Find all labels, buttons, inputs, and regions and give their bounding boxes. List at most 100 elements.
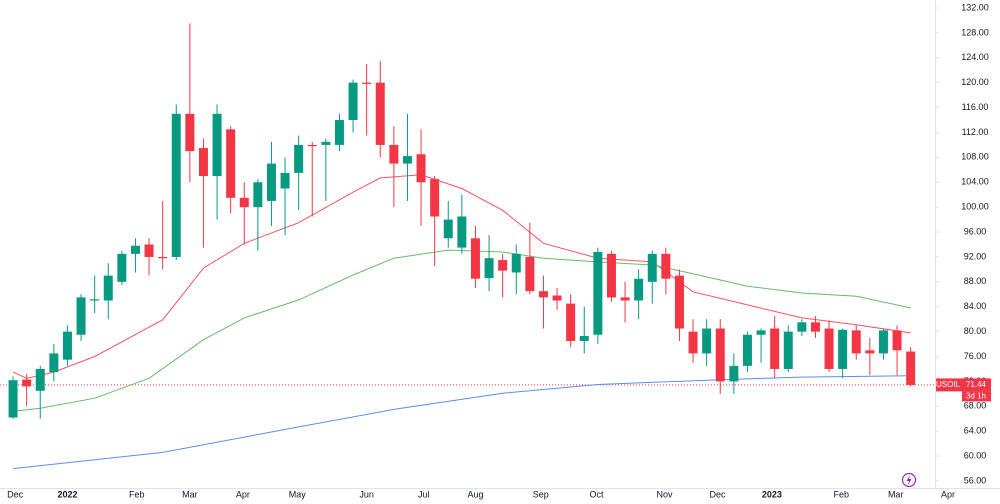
candle-body	[783, 331, 793, 369]
y-tick-label: 64.00	[964, 426, 987, 436]
x-tick-label: Dec	[7, 489, 24, 499]
x-tick-label: Nov	[656, 489, 673, 499]
candle-body	[443, 219, 453, 239]
y-tick-label: 112.00	[962, 127, 989, 137]
y-tick-label: 120.00	[961, 77, 989, 87]
candle-body	[742, 334, 752, 366]
candle-body	[634, 278, 644, 301]
candle-body	[525, 256, 535, 292]
symbol-label: USOIL	[936, 380, 961, 389]
candle-body	[892, 330, 902, 351]
x-tick-label: Dec	[710, 489, 727, 499]
y-tick-label: 132.00	[961, 2, 989, 12]
candle-body	[430, 179, 440, 217]
last-price-label: 71.44	[966, 380, 987, 389]
candle-body	[824, 328, 834, 369]
candle-body	[484, 258, 494, 279]
candle-body	[470, 238, 480, 279]
candle-body	[375, 82, 385, 145]
candle-body	[797, 322, 807, 332]
x-tick-label: Apr	[236, 489, 250, 499]
y-tick-label: 56.00	[964, 475, 987, 485]
y-tick-label: 68.00	[964, 401, 987, 411]
y-tick-label: 92.00	[964, 251, 987, 261]
x-tick-label: May	[289, 489, 307, 499]
candle-body	[498, 260, 508, 271]
candle-body	[253, 182, 263, 208]
candle-body	[416, 154, 426, 183]
candle-body	[702, 328, 712, 354]
candle-body	[851, 330, 861, 354]
candle-body	[810, 322, 820, 332]
y-tick-label: 124.00	[961, 52, 989, 62]
y-tick-label: 76.00	[964, 351, 987, 361]
candle-body	[878, 330, 888, 354]
candle-body	[457, 216, 467, 248]
y-tick-label: 60.00	[964, 450, 987, 460]
x-tick-label: 2023	[762, 489, 782, 499]
candle-body	[49, 353, 59, 373]
candle-body	[280, 172, 290, 189]
y-tick-label: 108.00	[961, 152, 989, 162]
candle-body	[171, 113, 181, 257]
candle-body	[334, 120, 344, 145]
candle-body	[307, 144, 317, 147]
candle-body	[76, 297, 86, 335]
candle-body	[715, 328, 725, 382]
candle-body	[756, 330, 766, 335]
x-tick-label: Mar	[182, 489, 198, 499]
candle-body	[729, 365, 739, 382]
candle-body	[144, 244, 154, 257]
candle-body	[22, 379, 32, 387]
y-tick-label: 80.00	[964, 326, 987, 336]
candle-body	[158, 256, 168, 259]
candle-body	[552, 295, 562, 301]
candle-body	[906, 351, 916, 385]
countdown-label: 3d 1h	[966, 392, 986, 401]
candle-body	[511, 253, 521, 273]
candle-body	[770, 328, 780, 369]
candle-body	[321, 141, 331, 145]
candle-body	[90, 299, 100, 301]
candle-body	[606, 253, 616, 298]
x-tick-label: Aug	[467, 489, 483, 499]
x-tick-label: Mar	[888, 489, 904, 499]
x-tick-label: Jun	[359, 489, 374, 499]
y-tick-label: 104.00	[961, 177, 989, 187]
candle-body	[62, 331, 72, 360]
moving-average-line	[13, 249, 911, 412]
candle-body	[198, 148, 208, 177]
candle-body	[294, 144, 304, 173]
x-tick-label: Apr	[941, 489, 955, 499]
candle-body	[647, 253, 657, 282]
candle-body	[566, 303, 576, 341]
candle-body	[103, 275, 113, 301]
x-tick-label: 2022	[57, 489, 77, 499]
candle-body	[362, 82, 372, 84]
x-tick-label: Sep	[533, 489, 549, 499]
candle-body	[538, 291, 548, 298]
candle-body	[865, 350, 875, 354]
x-tick-label: Oct	[589, 489, 604, 499]
y-tick-label: 88.00	[964, 276, 987, 286]
x-tick-label: Feb	[834, 489, 850, 499]
y-tick-label: 128.00	[961, 27, 989, 37]
candle-body	[8, 380, 18, 418]
y-tick-label: 116.00	[962, 102, 989, 112]
candle-body	[661, 253, 671, 279]
x-tick-label: Jul	[418, 489, 430, 499]
candle-body	[117, 253, 127, 282]
countdown-box	[962, 391, 991, 402]
candle-body	[620, 297, 630, 301]
plot-area: 56.0060.0064.0068.0072.0076.0080.0084.00…	[0, 2, 989, 499]
x-tick-label: Feb	[129, 489, 145, 499]
alert-icon[interactable]	[901, 472, 917, 488]
moving-average-line	[13, 375, 911, 470]
y-tick-label: 100.00	[961, 202, 989, 212]
candle-body	[348, 82, 358, 121]
candle-body	[674, 275, 684, 329]
candle-body	[389, 144, 399, 164]
price-label-box	[936, 378, 991, 392]
candle-body	[212, 113, 222, 177]
